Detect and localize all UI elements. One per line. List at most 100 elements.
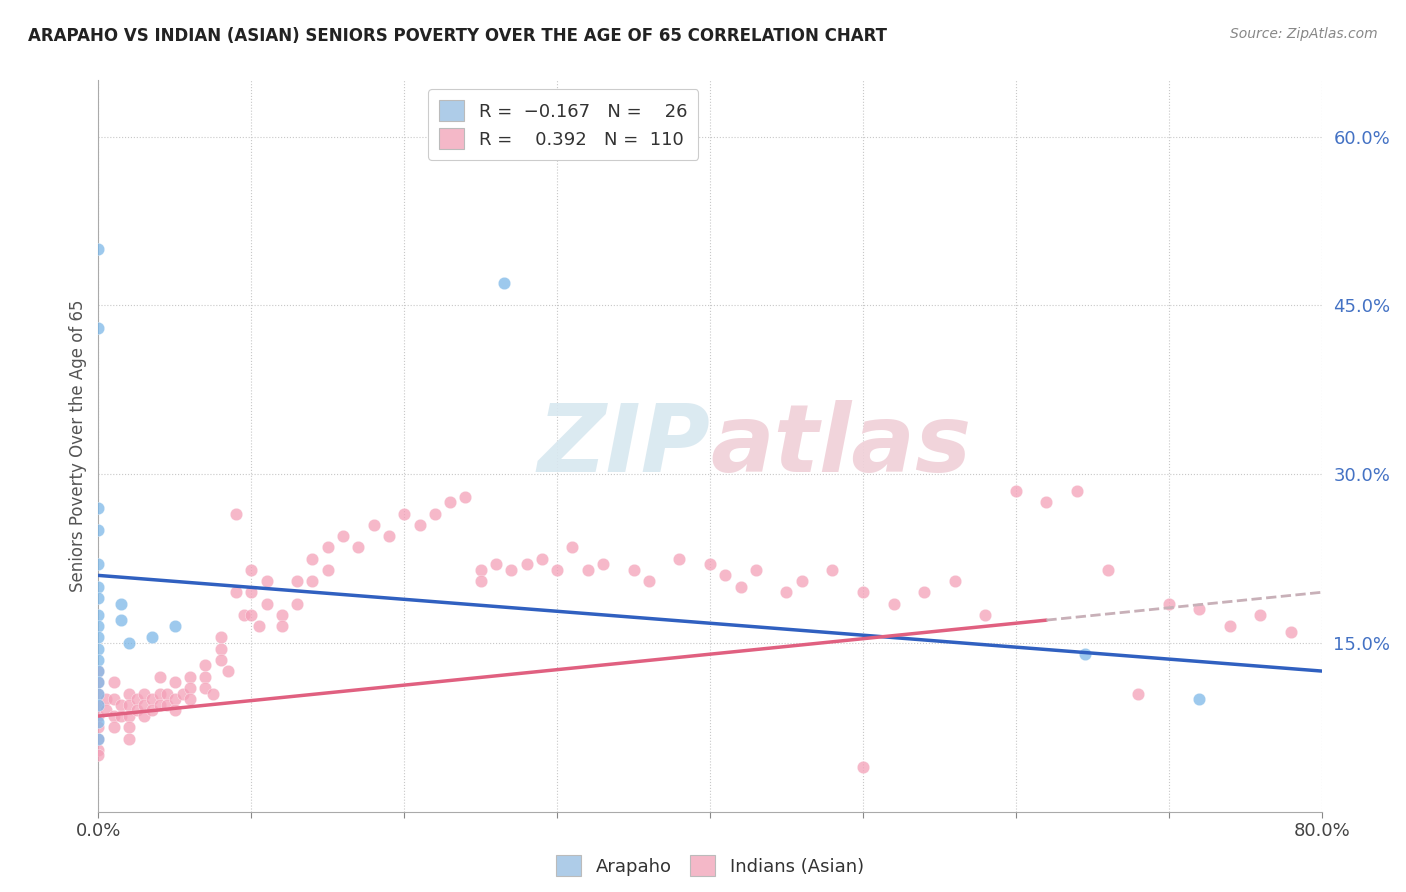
Point bbox=[714, 568, 737, 582]
Point bbox=[1097, 563, 1119, 577]
Point bbox=[974, 607, 997, 622]
Point bbox=[592, 557, 614, 571]
Point bbox=[118, 731, 141, 746]
Point bbox=[378, 529, 401, 543]
Point bbox=[179, 681, 201, 695]
Point bbox=[87, 698, 110, 712]
Point bbox=[423, 507, 446, 521]
Point bbox=[240, 585, 263, 599]
Point bbox=[134, 709, 156, 723]
Point bbox=[285, 574, 308, 588]
Point bbox=[87, 698, 110, 712]
Point bbox=[87, 664, 110, 678]
Point bbox=[179, 692, 201, 706]
Point bbox=[668, 551, 690, 566]
Point bbox=[699, 557, 721, 571]
Point bbox=[1128, 687, 1150, 701]
Point bbox=[745, 563, 768, 577]
Point bbox=[439, 495, 461, 509]
Point bbox=[470, 574, 492, 588]
Point bbox=[408, 517, 430, 532]
Y-axis label: Seniors Poverty Over the Age of 65: Seniors Poverty Over the Age of 65 bbox=[69, 300, 87, 592]
Point bbox=[87, 619, 110, 633]
Point bbox=[87, 242, 110, 256]
Point bbox=[561, 541, 583, 555]
Point bbox=[194, 681, 217, 695]
Point bbox=[576, 563, 599, 577]
Point bbox=[1188, 692, 1211, 706]
Text: atlas: atlas bbox=[710, 400, 972, 492]
Point bbox=[149, 670, 172, 684]
Point bbox=[623, 563, 645, 577]
Point bbox=[1035, 495, 1057, 509]
Point bbox=[316, 563, 339, 577]
Point bbox=[1004, 483, 1026, 498]
Point bbox=[163, 703, 186, 717]
Point bbox=[301, 574, 323, 588]
Point bbox=[270, 607, 292, 622]
Point bbox=[301, 551, 323, 566]
Point bbox=[363, 517, 385, 532]
Point bbox=[87, 731, 110, 746]
Point bbox=[87, 675, 110, 690]
Point bbox=[87, 321, 110, 335]
Point bbox=[87, 743, 110, 757]
Point bbox=[87, 720, 110, 734]
Point bbox=[87, 641, 110, 656]
Point bbox=[163, 675, 186, 690]
Point bbox=[87, 500, 110, 515]
Point bbox=[87, 687, 110, 701]
Point bbox=[790, 574, 813, 588]
Point bbox=[118, 698, 141, 712]
Point bbox=[110, 597, 132, 611]
Point bbox=[209, 641, 232, 656]
Point bbox=[232, 607, 254, 622]
Point bbox=[110, 698, 132, 712]
Point bbox=[149, 698, 172, 712]
Point bbox=[516, 557, 538, 571]
Point bbox=[94, 703, 117, 717]
Point bbox=[225, 507, 247, 521]
Point bbox=[172, 687, 194, 701]
Point bbox=[87, 748, 110, 763]
Point bbox=[125, 703, 148, 717]
Point bbox=[285, 597, 308, 611]
Point bbox=[912, 585, 935, 599]
Point bbox=[87, 687, 110, 701]
Point bbox=[94, 692, 117, 706]
Point bbox=[347, 541, 370, 555]
Point bbox=[87, 731, 110, 746]
Point bbox=[883, 597, 905, 611]
Point bbox=[637, 574, 661, 588]
Point bbox=[225, 585, 247, 599]
Point bbox=[118, 709, 141, 723]
Point bbox=[775, 585, 797, 599]
Point bbox=[87, 607, 110, 622]
Point bbox=[256, 597, 278, 611]
Point bbox=[316, 541, 339, 555]
Point bbox=[209, 653, 232, 667]
Point bbox=[501, 563, 523, 577]
Point bbox=[454, 490, 477, 504]
Point bbox=[134, 698, 156, 712]
Point bbox=[1066, 483, 1088, 498]
Point bbox=[87, 524, 110, 538]
Point bbox=[141, 692, 163, 706]
Point bbox=[103, 675, 125, 690]
Point bbox=[87, 664, 110, 678]
Point bbox=[87, 591, 110, 605]
Point bbox=[103, 692, 125, 706]
Text: ARAPAHO VS INDIAN (ASIAN) SENIORS POVERTY OVER THE AGE OF 65 CORRELATION CHART: ARAPAHO VS INDIAN (ASIAN) SENIORS POVERT… bbox=[28, 27, 887, 45]
Point bbox=[240, 607, 263, 622]
Point bbox=[247, 619, 270, 633]
Legend: Arapaho, Indians (Asian): Arapaho, Indians (Asian) bbox=[548, 848, 872, 883]
Point bbox=[270, 619, 292, 633]
Point bbox=[332, 529, 354, 543]
Point bbox=[87, 714, 110, 729]
Point bbox=[125, 692, 148, 706]
Point bbox=[179, 670, 201, 684]
Point bbox=[530, 551, 553, 566]
Point bbox=[209, 630, 232, 644]
Point bbox=[118, 687, 141, 701]
Point bbox=[118, 636, 141, 650]
